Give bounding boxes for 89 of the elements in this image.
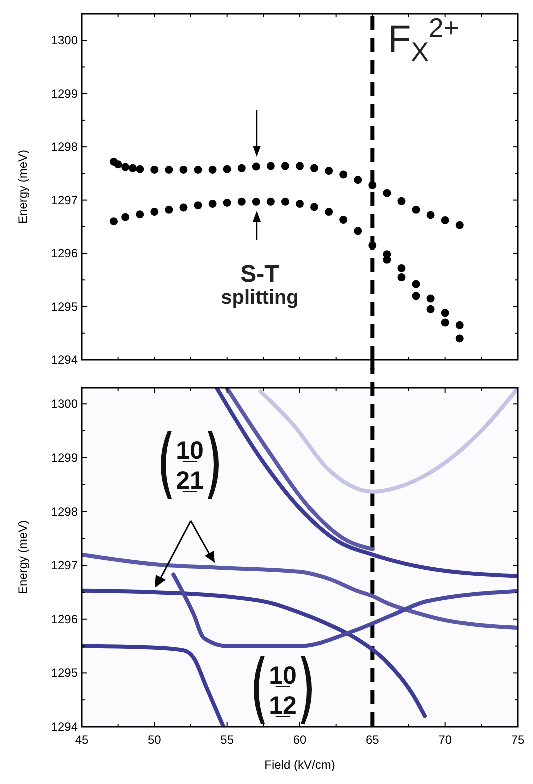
y-tick-label: 1296 bbox=[51, 246, 78, 261]
annotation: 1̲0 2̲1 bbox=[176, 437, 204, 495]
point bbox=[150, 208, 159, 216]
point bbox=[426, 305, 435, 314]
point bbox=[310, 203, 319, 212]
y-tick-label: 1297 bbox=[51, 193, 78, 208]
point bbox=[136, 165, 144, 174]
point bbox=[441, 309, 450, 318]
x-tick-label: 70 bbox=[438, 733, 452, 747]
point bbox=[325, 208, 334, 216]
point bbox=[165, 166, 174, 174]
line-series bbox=[172, 572, 518, 648]
point bbox=[136, 210, 144, 219]
line-series bbox=[82, 644, 226, 727]
point bbox=[412, 292, 420, 300]
annotation: 1̲0 1̲2 bbox=[269, 662, 297, 720]
y-tick-label: 1299 bbox=[51, 450, 78, 465]
line-series bbox=[225, 388, 375, 552]
point bbox=[296, 200, 304, 208]
point bbox=[238, 198, 246, 206]
x-axis-title: Field (kV/cm) bbox=[264, 758, 336, 772]
y-tick-label: 1299 bbox=[51, 86, 78, 101]
point bbox=[238, 164, 246, 172]
point bbox=[165, 206, 174, 214]
line-series bbox=[82, 588, 427, 718]
y-tick-label: 1297 bbox=[51, 558, 78, 573]
point bbox=[354, 227, 362, 236]
y-tick-label: 1294 bbox=[51, 353, 78, 367]
point bbox=[194, 166, 202, 174]
point bbox=[398, 264, 406, 272]
point bbox=[340, 216, 348, 224]
point bbox=[325, 167, 334, 176]
point bbox=[128, 164, 137, 172]
line-series bbox=[215, 388, 518, 578]
x-tick-label: 55 bbox=[220, 733, 234, 747]
point bbox=[208, 200, 217, 208]
point bbox=[310, 164, 319, 172]
point bbox=[180, 204, 188, 212]
x-tick-label: 50 bbox=[148, 733, 162, 747]
point bbox=[122, 213, 130, 222]
point bbox=[456, 321, 464, 330]
point bbox=[398, 197, 406, 206]
point bbox=[208, 166, 217, 174]
y-tick-label: 1296 bbox=[51, 612, 78, 626]
point bbox=[441, 318, 450, 327]
point bbox=[281, 198, 290, 206]
point bbox=[281, 162, 290, 170]
point bbox=[266, 198, 275, 206]
point bbox=[456, 221, 464, 230]
y-tick-label: 1300 bbox=[51, 397, 78, 412]
point bbox=[368, 181, 377, 190]
y-tick-label: 1300 bbox=[51, 34, 78, 48]
point bbox=[223, 198, 232, 207]
point bbox=[223, 165, 232, 174]
point bbox=[398, 273, 406, 282]
y-tick-label: 1294 bbox=[51, 720, 78, 734]
annotation: S-T splitting bbox=[221, 261, 299, 309]
point bbox=[441, 216, 450, 225]
point bbox=[368, 242, 377, 250]
point bbox=[252, 198, 260, 206]
point bbox=[110, 218, 118, 226]
y-tick-label: 1298 bbox=[51, 140, 78, 154]
point bbox=[122, 163, 130, 172]
point bbox=[456, 334, 464, 343]
x-tick-label: 65 bbox=[366, 733, 380, 747]
y-axis-title: Energy (meV) bbox=[16, 520, 30, 595]
y-tick-label: 1295 bbox=[51, 300, 78, 314]
point bbox=[150, 166, 159, 174]
x-tick-label: 45 bbox=[75, 733, 89, 747]
point bbox=[412, 280, 420, 288]
x-tick-label: 75 bbox=[511, 733, 525, 747]
line-series bbox=[258, 388, 518, 494]
y-tick-label: 1295 bbox=[51, 666, 78, 680]
y-tick-label: 1298 bbox=[51, 504, 78, 519]
point bbox=[296, 162, 304, 170]
x-tick-label: 60 bbox=[293, 733, 307, 747]
point bbox=[252, 162, 260, 171]
point bbox=[426, 211, 435, 220]
point bbox=[194, 202, 202, 210]
point bbox=[180, 166, 188, 174]
line-series bbox=[82, 552, 518, 630]
point bbox=[412, 206, 420, 214]
point bbox=[426, 294, 435, 303]
point bbox=[354, 176, 362, 184]
point bbox=[383, 189, 392, 198]
point bbox=[340, 170, 348, 179]
point bbox=[114, 160, 122, 169]
point bbox=[266, 162, 275, 170]
y-axis-title: Energy (meV) bbox=[16, 150, 30, 224]
